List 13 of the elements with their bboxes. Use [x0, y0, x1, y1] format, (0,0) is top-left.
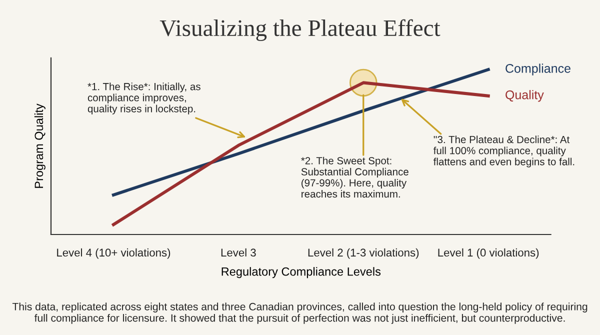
- annotation: *1. The Rise*: Initially, as compliance improves, quality rises in lockstep.: [88, 82, 200, 114]
- x-tick-label: Level 2 (1-3 violations): [308, 248, 419, 259]
- x-tick-label: Level 3: [221, 248, 256, 257]
- annotation: *2. The Sweet Spot: Substantial Compliance (97-99%). Here, quality reaches its maximum.: [301, 156, 408, 198]
- series-label: Quality: [506, 90, 544, 102]
- chart-title: Visualizing the Plateau Effect: [160, 19, 440, 42]
- series-label: Compliance: [506, 64, 570, 76]
- text: This data, replicated across eight states and three Canadian provinces, called into question the long-held policy of requiring full compliance for licensure. It showed that the pursuit of perfection was not just inefficient, but counterproductive.: [12, 302, 588, 324]
- y-axis-title: Program Quality: [34, 104, 46, 188]
- x-tick-label: Level 4 (10+ violations): [57, 248, 170, 259]
- x-axis-title: Regulatory Compliance Levels: [222, 267, 381, 278]
- annotation: ''3. The Plateau & Decline*: At full 100% compliance, quality flattens and even begins to fall.: [433, 136, 574, 168]
- x-tick-label: Level 1 (0 violations): [438, 248, 539, 259]
